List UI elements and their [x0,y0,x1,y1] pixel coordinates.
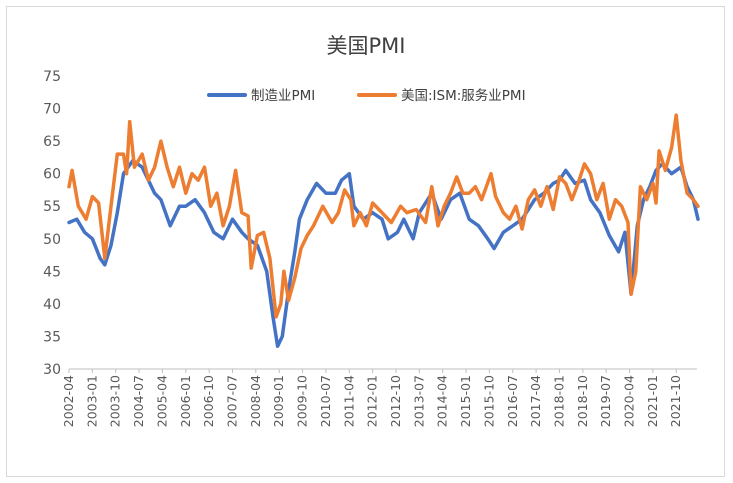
y-tick-label: 55 [43,199,61,215]
pmi-line-chart: 美国PMI 30 35 40 45 50 55 60 65 70 75 2002-04 2003-0… [43,34,700,427]
x-tick-label: 2005-04 [154,375,169,427]
x-tick-label: 2003-10 [108,375,123,427]
x-tick-label: 2013-07 [411,375,426,427]
series-line-2 [67,113,700,319]
x-tick-label: 2006-10 [201,375,216,427]
x-tick-label: 2019-07 [598,375,613,427]
x-tick-label: 2009-01 [271,375,286,427]
x-tick-label: 2004-07 [131,375,146,427]
x-tick-label: 2015-01 [458,375,473,427]
x-tick-label: 2020-04 [622,375,637,427]
chart-frame: 美国PMI 30 35 40 45 50 55 60 65 70 75 2002-04 2003-0… [6,6,725,477]
legend: 制造业PMI 美国:ISM:服务业PMI [207,88,526,104]
x-tick-label: 2002-04 [61,375,76,427]
y-tick-label: 35 [43,329,61,345]
x-tick-label: 2016-07 [505,375,520,427]
legend-label-2: 美国:ISM:服务业PMI [401,88,526,104]
x-tick-label: 2017-04 [528,375,543,427]
x-axis: 2002-04 2003-01 2003-10 2004-07 2005-04 2006-… [61,369,683,427]
series-line-1 [67,158,700,348]
x-tick-label: 2021-01 [645,375,660,427]
series-layer [67,113,700,348]
x-tick-label: 2018-10 [575,375,590,427]
y-tick-label: 65 [43,134,61,150]
chart-title: 美国PMI [327,34,406,58]
x-tick-label: 2009-10 [295,375,310,427]
x-tick-label: 2010-07 [318,375,333,427]
x-tick-label: 2012-01 [365,375,380,427]
x-tick-label: 2008-04 [248,375,263,427]
x-tick-label: 2018-01 [551,375,566,427]
y-axis: 30 35 40 45 50 55 60 65 70 75 [43,69,61,378]
y-tick-label: 45 [43,264,61,280]
y-tick-label: 30 [43,362,61,378]
x-tick-label: 2015-10 [481,375,496,427]
x-tick-label: 2021-10 [668,375,683,427]
y-tick-label: 60 [43,167,61,183]
x-tick-label: 2012-10 [388,375,403,427]
x-tick-label: 2007-07 [224,375,239,427]
y-tick-label: 50 [43,232,61,248]
x-tick-label: 2003-01 [84,375,99,427]
x-tick-label: 2011-04 [341,375,356,427]
x-tick-label: 2014-04 [435,375,450,427]
y-tick-label: 75 [43,69,61,85]
x-tick-label: 2006-01 [178,375,193,427]
y-tick-label: 70 [43,102,61,118]
legend-label-1: 制造业PMI [251,88,315,104]
y-tick-label: 40 [43,297,61,313]
